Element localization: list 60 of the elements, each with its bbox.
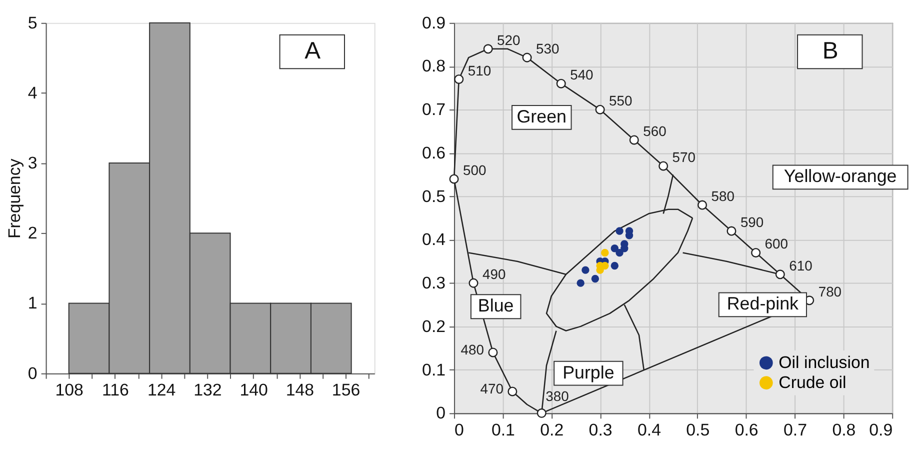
annotation: 590 [740, 214, 764, 230]
annotation: Blue [478, 296, 514, 316]
annotation: 600 [764, 236, 788, 252]
y-tick-label: 0.2 [422, 316, 446, 336]
x-tick-label: 0 [454, 420, 464, 440]
annotation: 480 [460, 341, 484, 358]
x-tick-label: 116 [102, 380, 129, 400]
annotation: 520 [497, 32, 521, 48]
y-tick-label: 0.6 [422, 143, 446, 162]
x-tick-label: 0.6 [734, 420, 758, 440]
y-tick-label: 0 [436, 404, 446, 423]
annotation: 780 [818, 283, 842, 300]
x-tick-label: 108 [55, 380, 84, 400]
annotation: Purple [562, 362, 614, 382]
y-tick-label: 2 [28, 224, 38, 243]
x-tick-label: 0.1 [491, 420, 515, 440]
y-tick-label: 3 [28, 154, 38, 173]
y-tick-label: 0.1 [422, 360, 446, 380]
y-tick-label: 1 [28, 294, 38, 313]
annotation: 490 [482, 266, 506, 282]
annotation: 510 [468, 62, 492, 78]
annotation: 550 [609, 92, 632, 109]
x-tick-label: 0.3 [588, 420, 612, 440]
x-tick-label: 0.2 [540, 420, 564, 440]
annotation: 380 [546, 388, 570, 404]
y-tick-label: 0.3 [422, 274, 446, 293]
x-tick-label: 148 [286, 380, 314, 400]
annotation: 610 [789, 257, 813, 274]
annotation: B [822, 38, 838, 65]
y-axis-title: Frequency [4, 158, 24, 239]
annotation: Red-pink [726, 294, 799, 314]
annotation: 570 [672, 148, 696, 165]
annotation: 500 [462, 162, 486, 178]
x-tick-label: 0.4 [637, 420, 661, 440]
y-tick-label: 4 [28, 83, 38, 102]
annotation: 580 [711, 188, 735, 204]
x-tick-label: 132 [194, 380, 222, 400]
y-tick-label: 5 [28, 13, 38, 32]
annotation: 470 [480, 380, 504, 396]
y-tick-label: 0 [28, 364, 38, 383]
y-tick-label: 0.5 [422, 186, 446, 206]
y-tick-label: 0.8 [422, 56, 446, 76]
annotation: 530 [536, 40, 560, 57]
annotation: 540 [570, 66, 594, 83]
annotation: A [304, 38, 321, 65]
x-tick-label: 0.9 [869, 420, 893, 440]
x-tick-label: 156 [332, 380, 360, 400]
y-tick-label: 0.9 [422, 13, 446, 32]
x-tick-label: 124 [147, 380, 176, 400]
legend-label: Oil inclusion [778, 352, 870, 372]
y-tick-label: 0.4 [422, 230, 446, 250]
x-tick-label: 0.8 [832, 420, 856, 440]
x-tick-label: 0.7 [784, 420, 808, 440]
x-tick-label: 140 [240, 380, 268, 400]
annotation: Green [516, 106, 567, 126]
x-tick-label: 0.5 [686, 420, 710, 440]
annotation: Yellow-orange [784, 166, 897, 186]
annotation: 560 [643, 122, 667, 139]
y-tick-label: 0.7 [422, 100, 446, 120]
legend-label: Crude oil [778, 372, 846, 392]
